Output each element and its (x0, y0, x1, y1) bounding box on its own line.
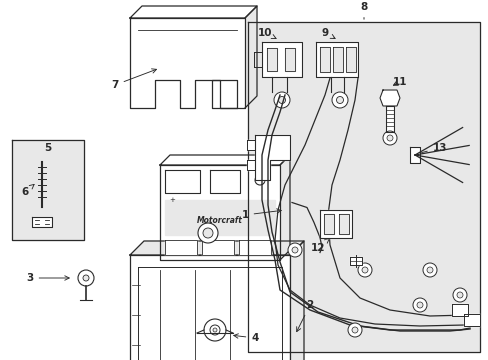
Polygon shape (160, 155, 289, 165)
Circle shape (412, 298, 426, 312)
Text: 4: 4 (233, 333, 258, 343)
Text: 13: 13 (415, 143, 447, 155)
Polygon shape (209, 170, 240, 193)
Polygon shape (32, 217, 52, 227)
Polygon shape (246, 160, 254, 170)
Circle shape (422, 263, 436, 277)
Polygon shape (280, 155, 289, 260)
Circle shape (83, 275, 89, 281)
Text: 5: 5 (44, 143, 52, 153)
Polygon shape (319, 47, 329, 72)
Circle shape (361, 267, 367, 273)
Polygon shape (338, 214, 348, 234)
Text: 7: 7 (111, 69, 156, 90)
Circle shape (386, 135, 392, 141)
Polygon shape (463, 314, 479, 326)
Polygon shape (244, 6, 257, 108)
Polygon shape (289, 241, 304, 360)
Polygon shape (285, 48, 294, 71)
Polygon shape (164, 240, 197, 255)
Polygon shape (254, 135, 289, 180)
Circle shape (213, 328, 217, 332)
Polygon shape (202, 240, 234, 255)
Text: 2: 2 (296, 300, 313, 332)
Polygon shape (239, 240, 270, 255)
Polygon shape (385, 106, 393, 132)
Polygon shape (451, 304, 467, 316)
Polygon shape (12, 140, 84, 240)
Polygon shape (130, 6, 257, 18)
Text: 3: 3 (26, 273, 69, 283)
Circle shape (351, 327, 357, 333)
Polygon shape (349, 257, 361, 265)
Circle shape (203, 319, 225, 341)
Circle shape (357, 263, 371, 277)
Text: Motorcraft: Motorcraft (197, 216, 243, 225)
Polygon shape (130, 255, 289, 360)
Circle shape (273, 92, 289, 108)
Polygon shape (164, 170, 200, 193)
Polygon shape (160, 165, 280, 260)
Text: 11: 11 (392, 77, 407, 87)
Text: 6: 6 (21, 184, 34, 197)
Text: 12: 12 (310, 238, 329, 253)
Text: 8: 8 (360, 2, 367, 19)
Polygon shape (379, 90, 399, 106)
Circle shape (278, 96, 285, 104)
Polygon shape (130, 18, 244, 108)
Circle shape (347, 323, 361, 337)
Circle shape (456, 292, 462, 298)
Polygon shape (409, 147, 419, 163)
Polygon shape (319, 210, 351, 238)
Polygon shape (247, 22, 479, 352)
Circle shape (287, 243, 302, 257)
Polygon shape (332, 47, 342, 72)
Circle shape (209, 325, 220, 335)
Circle shape (331, 92, 347, 108)
Polygon shape (130, 241, 304, 255)
Circle shape (426, 267, 432, 273)
Polygon shape (262, 42, 302, 77)
Circle shape (452, 288, 466, 302)
Circle shape (336, 96, 343, 104)
Polygon shape (346, 47, 355, 72)
Text: 9: 9 (321, 28, 334, 39)
Circle shape (78, 270, 94, 286)
Polygon shape (324, 214, 333, 234)
Circle shape (291, 247, 297, 253)
Circle shape (203, 228, 213, 238)
Circle shape (416, 302, 422, 308)
Polygon shape (246, 140, 254, 150)
Polygon shape (164, 200, 274, 235)
Polygon shape (266, 48, 276, 71)
Text: 1: 1 (241, 209, 281, 220)
Circle shape (198, 223, 218, 243)
Text: 10: 10 (257, 28, 276, 39)
Circle shape (254, 175, 264, 185)
Circle shape (382, 131, 396, 145)
Text: +: + (169, 197, 175, 203)
Polygon shape (315, 42, 357, 77)
